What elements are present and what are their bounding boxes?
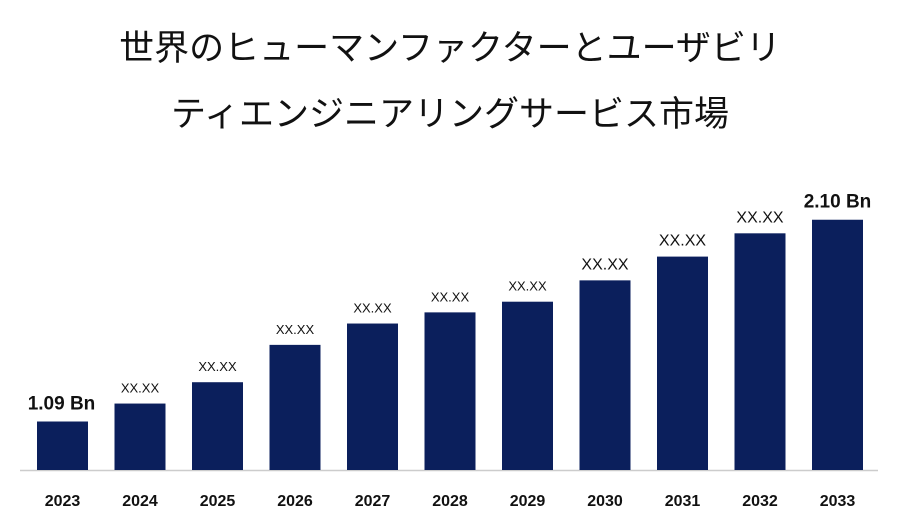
bar-2031: [657, 256, 708, 470]
x-tick-label-2030: 2030: [587, 493, 623, 510]
data-label-2026: XX.XX: [276, 322, 315, 337]
x-tick-label-2027: 2027: [355, 493, 391, 510]
x-tick-label-2026: 2026: [277, 493, 313, 510]
bar-2026: [269, 344, 321, 470]
bar-2025: [192, 382, 243, 470]
data-label-2023: 1.09 Bn: [28, 394, 96, 415]
bar-2032: [734, 233, 786, 470]
data-label-2024: XX.XX: [121, 381, 160, 396]
chart-title-line-2: ティエンジニアリングサービス市場: [171, 95, 729, 135]
x-tick-label-2028: 2028: [432, 493, 468, 510]
data-label-2031: XX.XX: [659, 233, 706, 250]
data-label-2030: XX.XX: [581, 256, 628, 273]
x-tick-label-2025: 2025: [200, 493, 236, 510]
bar-2027: [347, 323, 398, 470]
data-label-2028: XX.XX: [431, 289, 470, 304]
data-label-2025: XX.XX: [198, 359, 237, 374]
x-tick-label-2032: 2032: [742, 493, 778, 510]
data-label-2033: 2.10 Bn: [804, 192, 872, 213]
x-tick-label-2023: 2023: [45, 493, 81, 510]
x-tick-label-2031: 2031: [665, 493, 701, 510]
bar-2033: [812, 219, 863, 470]
x-tick-label-2024: 2024: [122, 493, 158, 510]
bar-2030: [579, 280, 631, 470]
bar-2023: [37, 421, 88, 470]
data-label-2032: XX.XX: [736, 209, 783, 226]
x-tick-label-2029: 2029: [510, 493, 546, 510]
x-tick-label-2033: 2033: [820, 493, 856, 510]
bar-2029: [502, 301, 553, 470]
data-label-2029: XX.XX: [508, 279, 547, 294]
bar-2028: [424, 312, 476, 470]
bar-2024: [114, 403, 166, 470]
chart-title-line-1: 世界のヒューマンファクターとユーザビリ: [119, 29, 781, 69]
data-label-2027: XX.XX: [353, 301, 392, 316]
